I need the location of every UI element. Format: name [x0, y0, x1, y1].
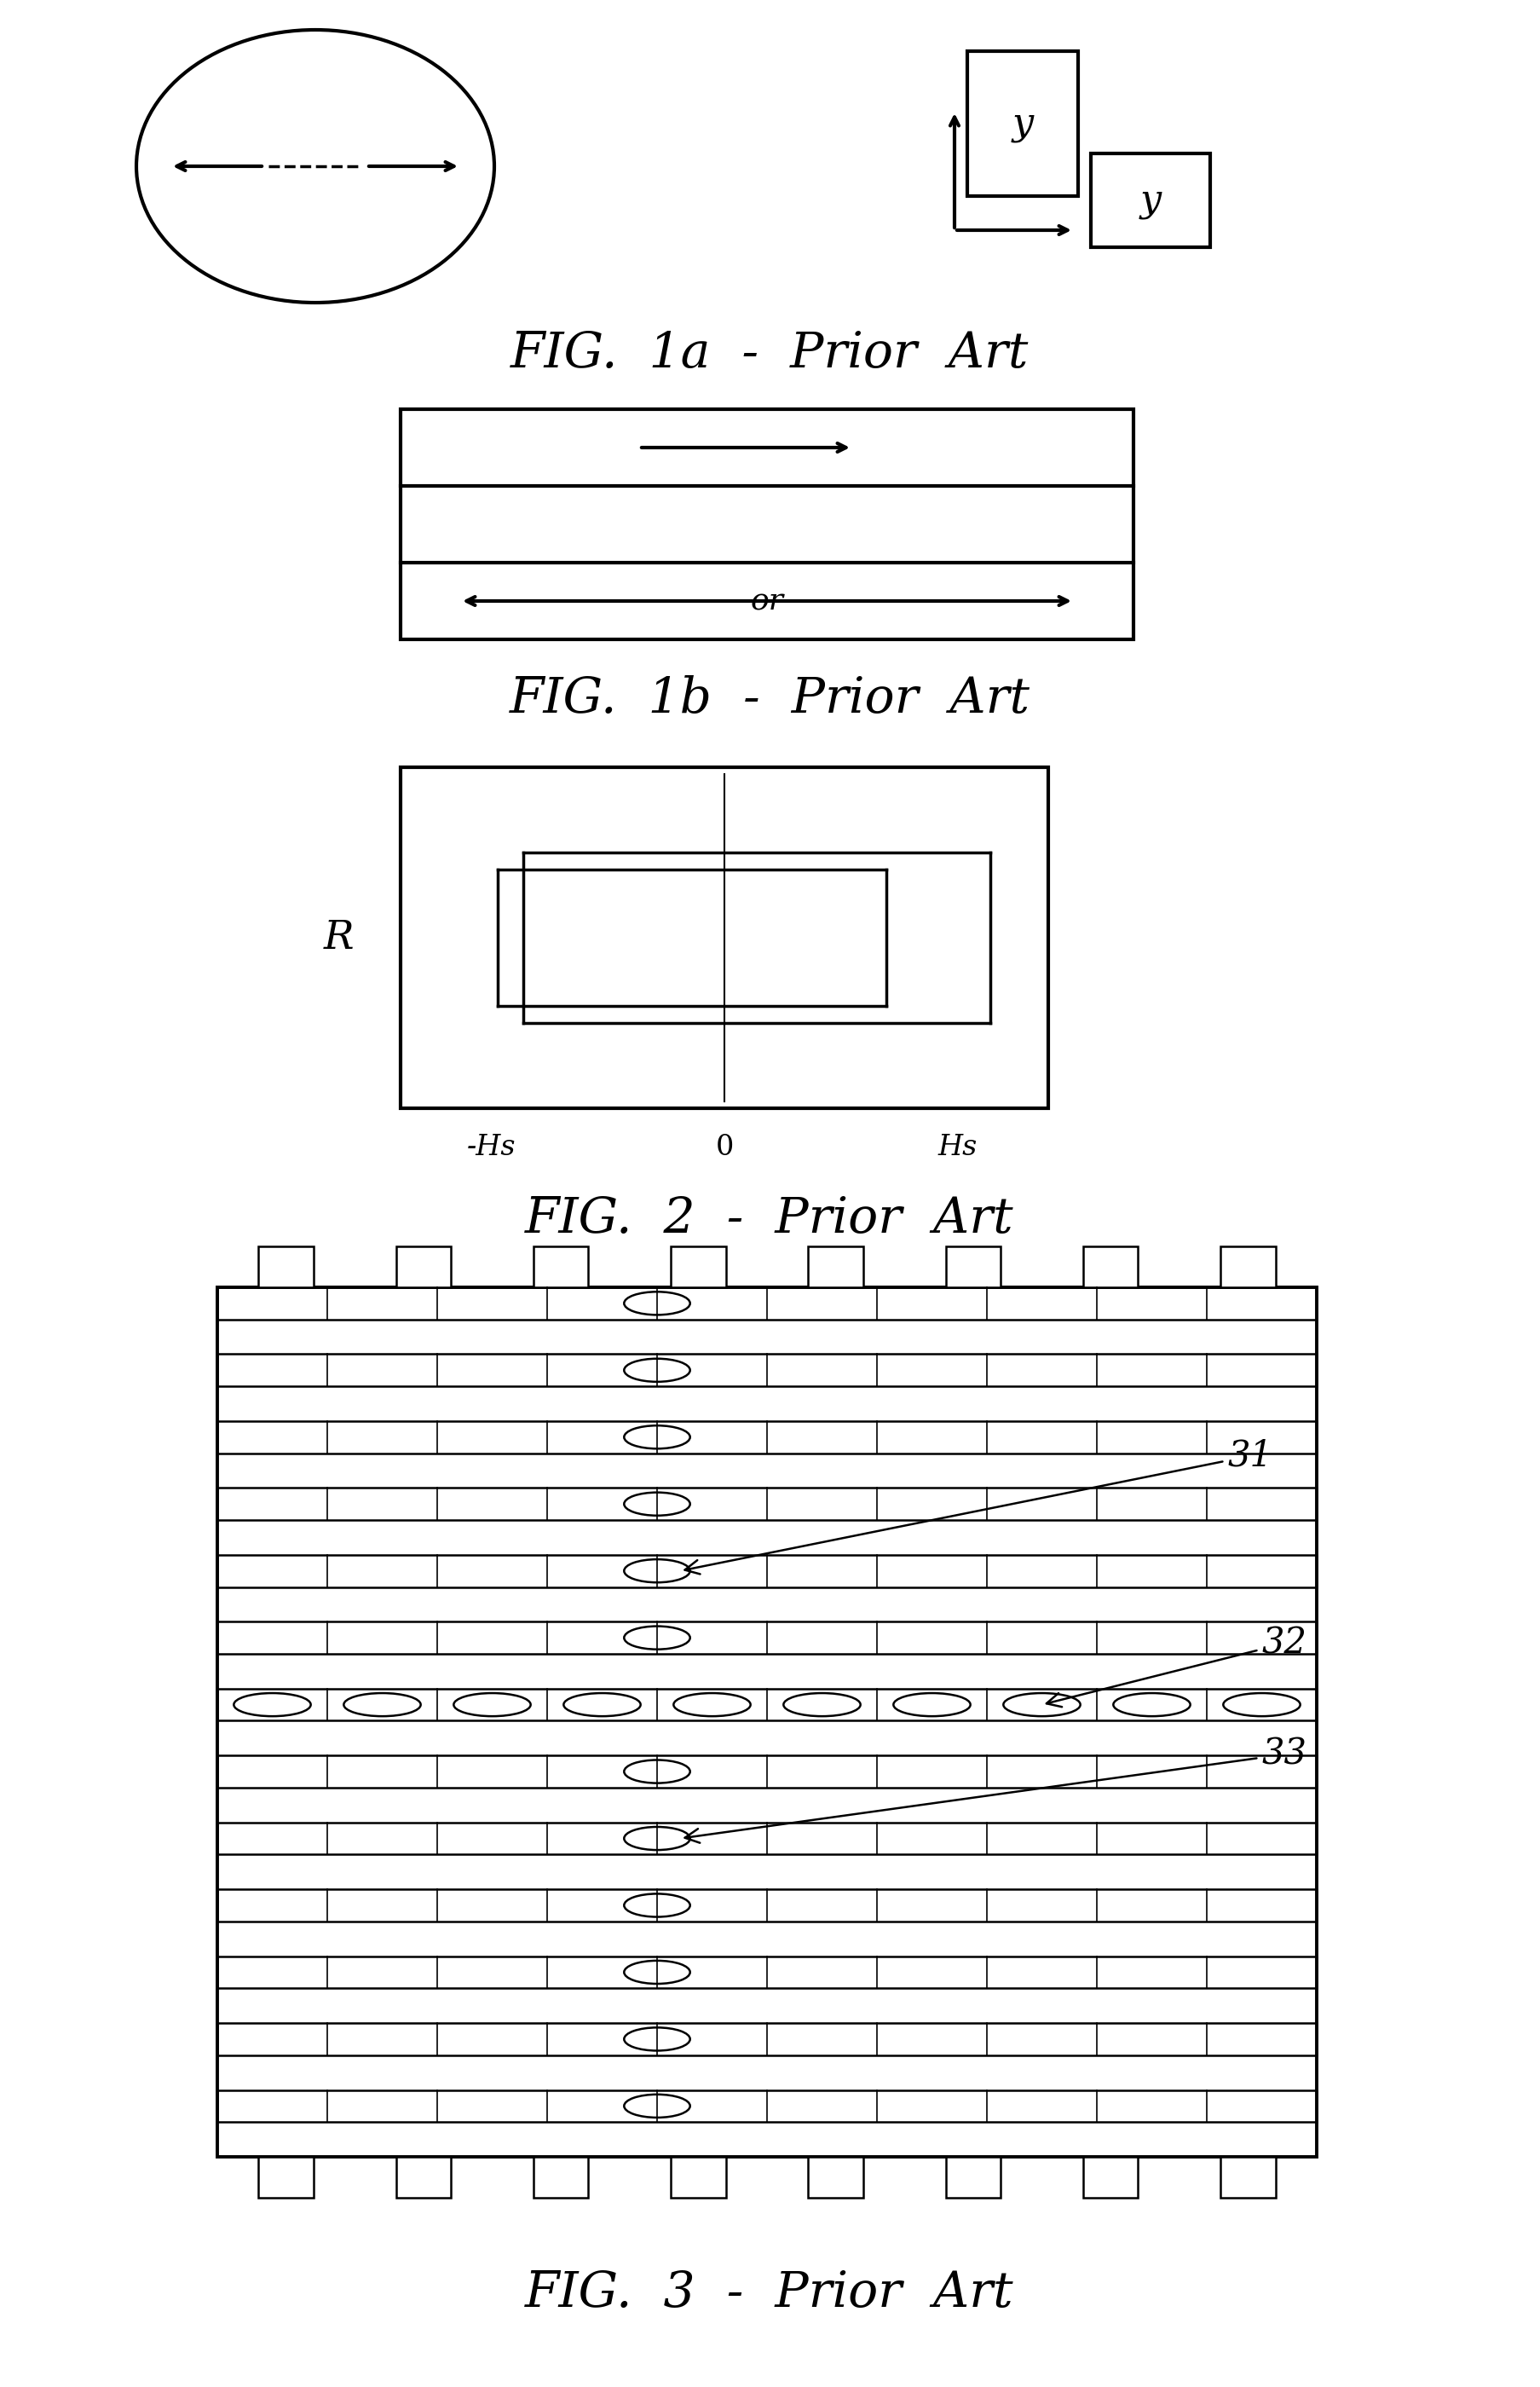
Bar — [1221, 1246, 1275, 1287]
Bar — [396, 2158, 451, 2198]
Bar — [533, 1246, 588, 1287]
Text: -Hs: -Hs — [467, 1134, 516, 1160]
Ellipse shape — [893, 1692, 970, 1716]
Bar — [946, 2158, 1001, 2198]
Bar — [217, 1821, 1317, 1855]
Ellipse shape — [564, 1692, 641, 1716]
Bar — [217, 1888, 1317, 1922]
Bar — [217, 2024, 1317, 2055]
Bar — [259, 1246, 314, 1287]
Bar — [808, 1246, 864, 1287]
Text: 33: 33 — [685, 1738, 1306, 1843]
Text: Hs: Hs — [938, 1134, 978, 1160]
Ellipse shape — [343, 1692, 420, 1716]
Ellipse shape — [624, 1559, 690, 1583]
Ellipse shape — [784, 1692, 861, 1716]
Bar — [400, 408, 1133, 640]
Ellipse shape — [624, 1893, 690, 1917]
Bar — [967, 50, 1078, 196]
Bar — [217, 1754, 1317, 1788]
Bar — [671, 2158, 725, 2198]
Text: 0: 0 — [715, 1134, 733, 1160]
Text: y: y — [1140, 181, 1161, 220]
Bar — [1083, 1246, 1138, 1287]
Text: FIG.  1b  -  Prior  Art: FIG. 1b - Prior Art — [510, 676, 1030, 723]
Ellipse shape — [624, 1626, 690, 1649]
Bar — [217, 1420, 1317, 1454]
Ellipse shape — [624, 2093, 690, 2117]
Text: or: or — [750, 587, 784, 616]
Bar — [808, 2158, 864, 2198]
Ellipse shape — [624, 1960, 690, 1984]
Bar — [396, 1246, 451, 1287]
Ellipse shape — [234, 1692, 311, 1716]
Bar — [217, 1487, 1317, 1521]
Bar — [217, 2091, 1317, 2122]
Text: FIG.  1a  -  Prior  Art: FIG. 1a - Prior Art — [510, 329, 1029, 377]
Ellipse shape — [1004, 1692, 1081, 1716]
Ellipse shape — [624, 1291, 690, 1315]
Ellipse shape — [624, 1492, 690, 1516]
Text: y: y — [1012, 105, 1033, 141]
Bar — [217, 1957, 1317, 1988]
Text: R: R — [323, 919, 354, 957]
Ellipse shape — [673, 1692, 750, 1716]
Ellipse shape — [624, 1425, 690, 1449]
Text: FIG.  2  -  Prior  Art: FIG. 2 - Prior Art — [525, 1196, 1013, 1244]
Bar — [1221, 2158, 1275, 2198]
Text: 31: 31 — [685, 1437, 1272, 1573]
Bar — [533, 2158, 588, 2198]
Bar — [217, 1287, 1317, 2158]
Bar — [400, 766, 1049, 1108]
Ellipse shape — [624, 2027, 690, 2050]
Bar — [671, 1246, 725, 1287]
Ellipse shape — [454, 1692, 531, 1716]
Bar — [217, 1688, 1317, 1721]
Bar — [217, 1287, 1317, 1320]
Ellipse shape — [624, 1826, 690, 1850]
Bar — [1083, 2158, 1138, 2198]
Ellipse shape — [1223, 1692, 1300, 1716]
Bar — [259, 2158, 314, 2198]
Ellipse shape — [1113, 1692, 1190, 1716]
Text: FIG.  3  -  Prior  Art: FIG. 3 - Prior Art — [525, 2270, 1013, 2318]
Ellipse shape — [624, 1759, 690, 1783]
Bar — [946, 1246, 1001, 1287]
Bar — [217, 1554, 1317, 1587]
Text: 32: 32 — [1047, 1626, 1306, 1707]
Ellipse shape — [624, 1358, 690, 1382]
Bar — [217, 1621, 1317, 1654]
Bar — [217, 1353, 1317, 1387]
Bar — [1090, 153, 1210, 248]
